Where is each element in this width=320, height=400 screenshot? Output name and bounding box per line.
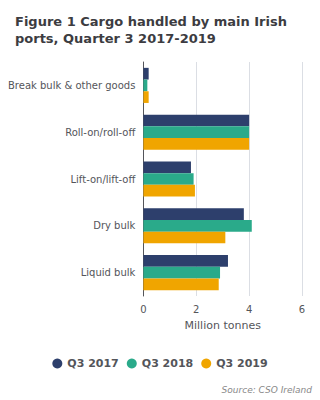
- svg-text:Break bulk & other goods: Break bulk & other goods: [8, 80, 135, 91]
- svg-text:4: 4: [246, 304, 252, 315]
- svg-text:6: 6: [299, 304, 305, 315]
- svg-text:ports, Quarter 3 2017-2019: ports, Quarter 3 2017-2019: [15, 31, 216, 46]
- svg-text:Q3 2017: Q3 2017: [67, 357, 118, 370]
- svg-text:Roll-on/roll-off: Roll-on/roll-off: [65, 127, 136, 138]
- svg-text:Source: CSO Ireland: Source: CSO Ireland: [222, 385, 313, 395]
- svg-text:Million tonnes: Million tonnes: [184, 319, 261, 332]
- svg-text:Figure 1 Cargo handled by main: Figure 1 Cargo handled by main Irish: [15, 14, 287, 29]
- svg-text:0: 0: [140, 304, 146, 315]
- svg-text:2: 2: [193, 304, 199, 315]
- svg-text:Liquid bulk: Liquid bulk: [81, 267, 136, 278]
- svg-text:Dry bulk: Dry bulk: [93, 220, 135, 231]
- svg-text:Lift-on/lift-off: Lift-on/lift-off: [71, 174, 137, 185]
- svg-text:Q3 2019: Q3 2019: [216, 357, 267, 370]
- svg-text:Q3 2018: Q3 2018: [142, 357, 193, 370]
